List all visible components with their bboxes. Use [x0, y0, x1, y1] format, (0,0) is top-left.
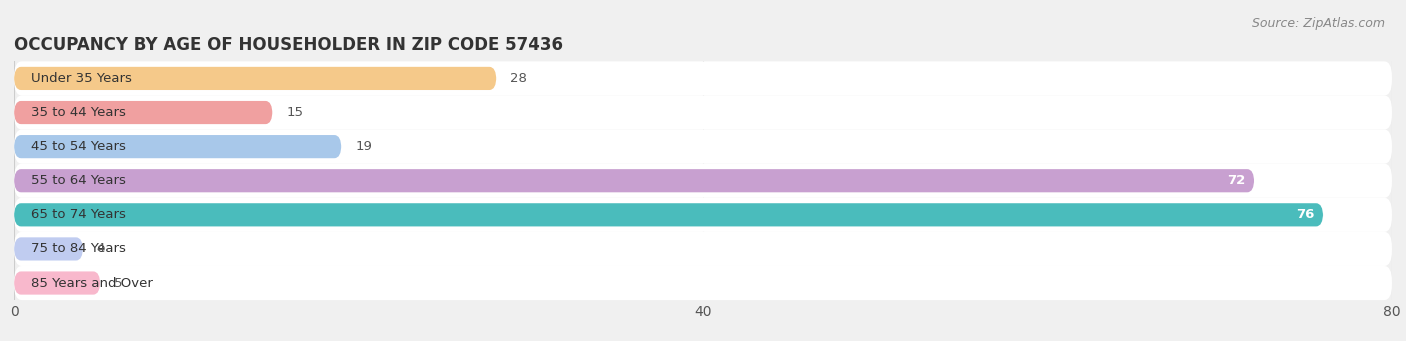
Text: 75 to 84 Years: 75 to 84 Years	[31, 242, 127, 255]
FancyBboxPatch shape	[14, 169, 1254, 192]
FancyBboxPatch shape	[14, 203, 1323, 226]
Text: 85 Years and Over: 85 Years and Over	[31, 277, 153, 290]
Text: 19: 19	[356, 140, 373, 153]
Text: 5: 5	[114, 277, 122, 290]
FancyBboxPatch shape	[14, 164, 1392, 198]
Text: OCCUPANCY BY AGE OF HOUSEHOLDER IN ZIP CODE 57436: OCCUPANCY BY AGE OF HOUSEHOLDER IN ZIP C…	[14, 36, 562, 54]
Text: Source: ZipAtlas.com: Source: ZipAtlas.com	[1251, 17, 1385, 30]
FancyBboxPatch shape	[14, 130, 1392, 164]
Text: 76: 76	[1296, 208, 1315, 221]
Text: 72: 72	[1227, 174, 1246, 187]
FancyBboxPatch shape	[14, 232, 1392, 266]
FancyBboxPatch shape	[14, 266, 1392, 300]
Text: Under 35 Years: Under 35 Years	[31, 72, 132, 85]
Text: 15: 15	[287, 106, 304, 119]
FancyBboxPatch shape	[14, 198, 1392, 232]
FancyBboxPatch shape	[14, 271, 100, 295]
Text: 55 to 64 Years: 55 to 64 Years	[31, 174, 127, 187]
Text: 65 to 74 Years: 65 to 74 Years	[31, 208, 127, 221]
Text: 28: 28	[510, 72, 527, 85]
Text: 4: 4	[97, 242, 105, 255]
FancyBboxPatch shape	[14, 101, 273, 124]
FancyBboxPatch shape	[14, 95, 1392, 130]
FancyBboxPatch shape	[14, 237, 83, 261]
FancyBboxPatch shape	[14, 135, 342, 158]
FancyBboxPatch shape	[14, 61, 1392, 95]
Text: 45 to 54 Years: 45 to 54 Years	[31, 140, 127, 153]
Text: 35 to 44 Years: 35 to 44 Years	[31, 106, 127, 119]
FancyBboxPatch shape	[14, 67, 496, 90]
